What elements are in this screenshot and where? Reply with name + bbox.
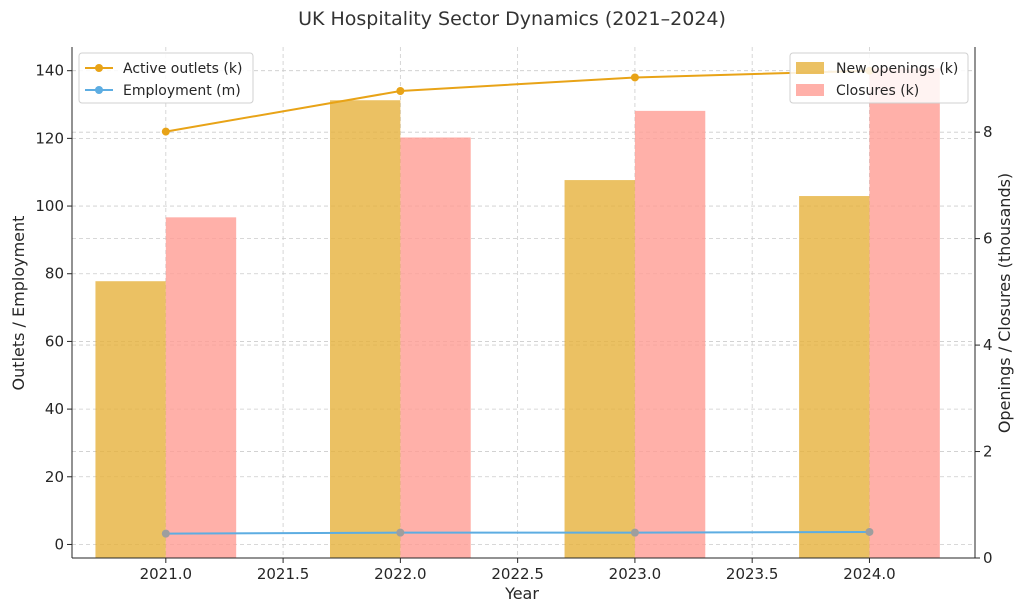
x-tick-label: 2021.5 xyxy=(257,565,310,583)
bar-closures-2022 xyxy=(400,137,471,559)
point-active-outlets-2021 xyxy=(161,127,170,136)
bar-openings-2023 xyxy=(564,180,635,558)
series-line-active-outlets xyxy=(165,69,870,133)
legend-marker-active-outlets xyxy=(95,64,103,72)
y-left-tick-label: 40 xyxy=(45,400,64,418)
series-lines xyxy=(161,66,874,538)
x-tick-label: 2022.5 xyxy=(491,565,544,583)
axes: 2021.0 2021.5 2022.0 2022.5 2023.0 2023.5 2024… xyxy=(35,47,993,583)
y-left-tick-label: 60 xyxy=(45,332,64,350)
y-left-tick-label: 20 xyxy=(45,468,64,486)
bars xyxy=(95,68,940,559)
legend-bars-box xyxy=(789,52,969,104)
y-right-tick-label: 8 xyxy=(983,123,993,141)
y-right-tick-label: 0 xyxy=(983,549,993,567)
point-employment-2021 xyxy=(161,529,170,538)
bar-closures-2023 xyxy=(634,110,706,558)
bar-openings-2021 xyxy=(95,281,166,558)
legend-lines: Active outlets (k) Employment (m) xyxy=(78,52,254,104)
bar-openings-2022 xyxy=(330,100,401,559)
bar-closures-2024 xyxy=(869,68,940,559)
legend-lines-box xyxy=(78,52,254,104)
legend-bars: New openings (k) Closures (k) xyxy=(789,52,969,104)
y-right-tick-label: 2 xyxy=(983,443,993,461)
x-tick-label: 2022.0 xyxy=(374,565,427,583)
legend-marker-employment xyxy=(95,86,103,94)
y-left-tick-label: 0 xyxy=(54,535,64,553)
y-axis-label-right: Openings / Closures (thousands) xyxy=(995,173,1014,433)
x-tick-label: 2023.5 xyxy=(726,565,779,583)
x-tick-label: 2024.0 xyxy=(843,565,896,583)
y-axis-label-left: Outlets / Employment xyxy=(9,216,28,391)
legend-label-employment: Employment (m) xyxy=(123,83,241,99)
y-left-tick-label: 80 xyxy=(45,265,64,283)
point-employment-2024 xyxy=(865,527,874,536)
chart-title: UK Hospitality Sector Dynamics (2021–202… xyxy=(298,8,726,30)
series-line-employment xyxy=(165,530,870,535)
y-right-tick-label: 4 xyxy=(983,336,993,354)
x-axis-label: Year xyxy=(504,584,539,603)
point-active-outlets-2023 xyxy=(630,73,639,82)
bar-closures-2021 xyxy=(165,217,237,559)
point-employment-2023 xyxy=(630,528,639,537)
legend-label-openings: New openings (k) xyxy=(836,61,958,77)
x-tick-label: 2023.0 xyxy=(609,565,662,583)
point-employment-2022 xyxy=(396,528,405,537)
y-left-tick-label: 140 xyxy=(35,62,64,80)
y-left-tick-label: 100 xyxy=(35,197,64,215)
x-tick-label: 2021.0 xyxy=(140,565,193,583)
legend-label-closures: Closures (k) xyxy=(836,83,919,99)
legend-label-active-outlets: Active outlets (k) xyxy=(123,61,242,77)
y-left-tick-label: 120 xyxy=(35,129,64,147)
point-active-outlets-2022 xyxy=(396,86,405,95)
bar-openings-2024 xyxy=(799,196,870,558)
legend-swatch-closures xyxy=(796,84,824,96)
y-right-tick-label: 6 xyxy=(983,230,993,248)
legend-swatch-openings xyxy=(796,62,824,74)
